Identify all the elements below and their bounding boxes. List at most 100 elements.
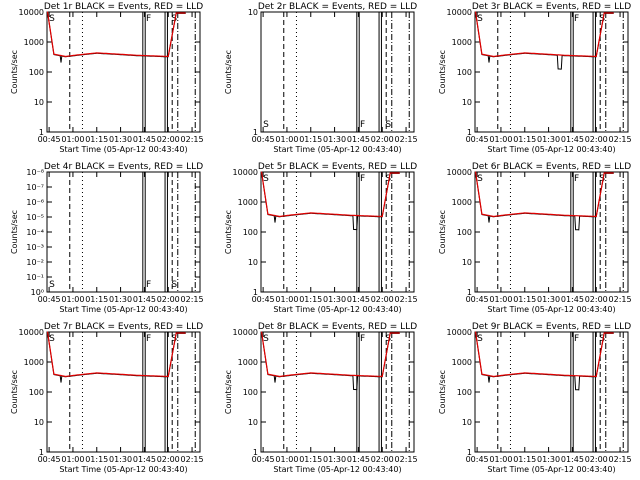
- panel-title: Det 9r BLACK = Events, RED = LLD: [472, 322, 631, 332]
- lld-series-line: [474, 171, 614, 218]
- y-axis-label: Counts/sec: [10, 50, 19, 94]
- y-axis-label: Counts/sec: [10, 370, 19, 414]
- y-tick-label: 10: [462, 258, 472, 267]
- panel-title: Det 2r BLACK = Events, RED = LLD: [258, 2, 417, 12]
- y-tick-label: 1000: [452, 38, 472, 47]
- y-tick-label: 10: [462, 98, 472, 107]
- x-tick-label: 01:00: [61, 455, 84, 464]
- y-tick-label: 1: [253, 288, 258, 297]
- y-axis-label: Counts/sec: [224, 370, 233, 414]
- x-tick-label: 01:15: [85, 455, 108, 464]
- panel-title: Det 8r BLACK = Events, RED = LLD: [258, 322, 417, 332]
- y-tick-label: 10⁻⁴: [26, 228, 44, 237]
- flare-marker: F: [574, 174, 579, 184]
- x-axis-label: Start Time (05-Apr-12 00:43:40): [59, 145, 187, 154]
- y-tick-label: 10⁻¹: [26, 273, 44, 282]
- x-tick-label: 01:30: [109, 455, 132, 464]
- x-tick-label: 01:00: [489, 135, 512, 144]
- x-tick-label: 01:45: [133, 135, 156, 144]
- x-tick-label: 01:00: [489, 295, 512, 304]
- y-tick-label: 10⁻³: [26, 243, 44, 252]
- flare-marker: F: [146, 334, 151, 344]
- x-tick-label: 01:00: [275, 455, 298, 464]
- flare-marker: S: [599, 334, 605, 344]
- flare-marker: S: [49, 280, 55, 290]
- y-tick-label: 10000: [233, 168, 258, 177]
- x-tick-label: 02:00: [157, 135, 180, 144]
- y-tick-label: 1000: [238, 198, 258, 207]
- y-tick-label: 10: [462, 418, 472, 427]
- panel-title: Det 4r BLACK = Events, RED = LLD: [44, 162, 203, 172]
- x-tick-label: 01:45: [347, 295, 370, 304]
- y-axis-label: Counts/sec: [10, 210, 19, 254]
- y-tick-label: 10000: [447, 8, 472, 17]
- x-tick-label: 01:00: [275, 295, 298, 304]
- flare-marker: S: [263, 174, 269, 184]
- x-tick-label: 02:00: [157, 295, 180, 304]
- y-tick-label: 10⁻⁶: [26, 198, 44, 207]
- x-tick-label: 01:45: [133, 455, 156, 464]
- x-tick-label: 01:30: [323, 455, 346, 464]
- panel-title: Det 5r BLACK = Events, RED = LLD: [258, 162, 417, 172]
- x-tick-label: 01:15: [85, 295, 108, 304]
- y-tick-label: 1: [467, 128, 472, 137]
- y-tick-label: 1: [39, 128, 44, 137]
- y-tick-label: 10: [248, 8, 258, 17]
- lld-series-line: [46, 11, 186, 58]
- x-tick-label: 02:15: [181, 455, 204, 464]
- x-axis-label: Start Time (05-Apr-12 00:43:40): [273, 305, 401, 314]
- y-axis-label: Counts/sec: [438, 210, 447, 254]
- y-axis-label: Counts/sec: [438, 50, 447, 94]
- x-tick-label: 01:00: [61, 295, 84, 304]
- y-tick-label: 10⁻²: [26, 258, 44, 267]
- lld-series-line: [474, 11, 614, 58]
- x-tick-label: 01:30: [537, 295, 560, 304]
- flare-marker: S: [263, 120, 269, 130]
- plot-frame: [260, 11, 415, 133]
- x-tick-label: 02:15: [609, 135, 632, 144]
- y-tick-label: 1000: [24, 38, 44, 47]
- x-tick-label: 01:30: [323, 295, 346, 304]
- x-tick-label: 01:15: [299, 455, 322, 464]
- x-tick-label: 01:30: [109, 295, 132, 304]
- flare-marker: S: [171, 14, 177, 24]
- y-tick-label: 10: [248, 418, 258, 427]
- y-tick-label: 10⁰: [31, 288, 44, 297]
- y-tick-label: 100: [457, 228, 472, 237]
- x-tick-label: 01:15: [513, 295, 536, 304]
- x-tick-label: 01:30: [537, 135, 560, 144]
- x-tick-label: 01:45: [561, 135, 584, 144]
- flare-marker: F: [360, 334, 365, 344]
- y-tick-label: 10000: [447, 328, 472, 337]
- x-tick-label: 02:00: [371, 135, 394, 144]
- y-tick-label: 1: [467, 288, 472, 297]
- x-tick-label: 01:15: [513, 455, 536, 464]
- y-tick-label: 10⁻⁸: [26, 168, 44, 177]
- x-axis-label: Start Time (05-Apr-12 00:43:40): [59, 465, 187, 474]
- flare-marker: S: [385, 120, 391, 130]
- y-tick-label: 1: [253, 128, 258, 137]
- x-tick-label: 01:30: [323, 135, 346, 144]
- x-tick-label: 00:45: [252, 295, 275, 304]
- flare-marker: F: [360, 120, 365, 130]
- flare-marker: F: [146, 14, 151, 24]
- x-axis-label: Start Time (05-Apr-12 00:43:40): [487, 305, 615, 314]
- x-tick-label: 01:45: [133, 295, 156, 304]
- y-tick-label: 1: [467, 448, 472, 457]
- flare-marker: F: [146, 280, 151, 290]
- x-tick-label: 01:15: [299, 295, 322, 304]
- flare-marker: S: [477, 334, 483, 344]
- flare-marker: S: [385, 334, 391, 344]
- x-axis-label: Start Time (05-Apr-12 00:43:40): [487, 465, 615, 474]
- y-tick-label: 1000: [452, 198, 472, 207]
- y-tick-label: 100: [29, 68, 44, 77]
- x-tick-label: 01:30: [537, 455, 560, 464]
- x-tick-label: 00:45: [38, 295, 61, 304]
- y-tick-label: 100: [243, 388, 258, 397]
- y-tick-label: 10⁻⁷: [26, 183, 44, 192]
